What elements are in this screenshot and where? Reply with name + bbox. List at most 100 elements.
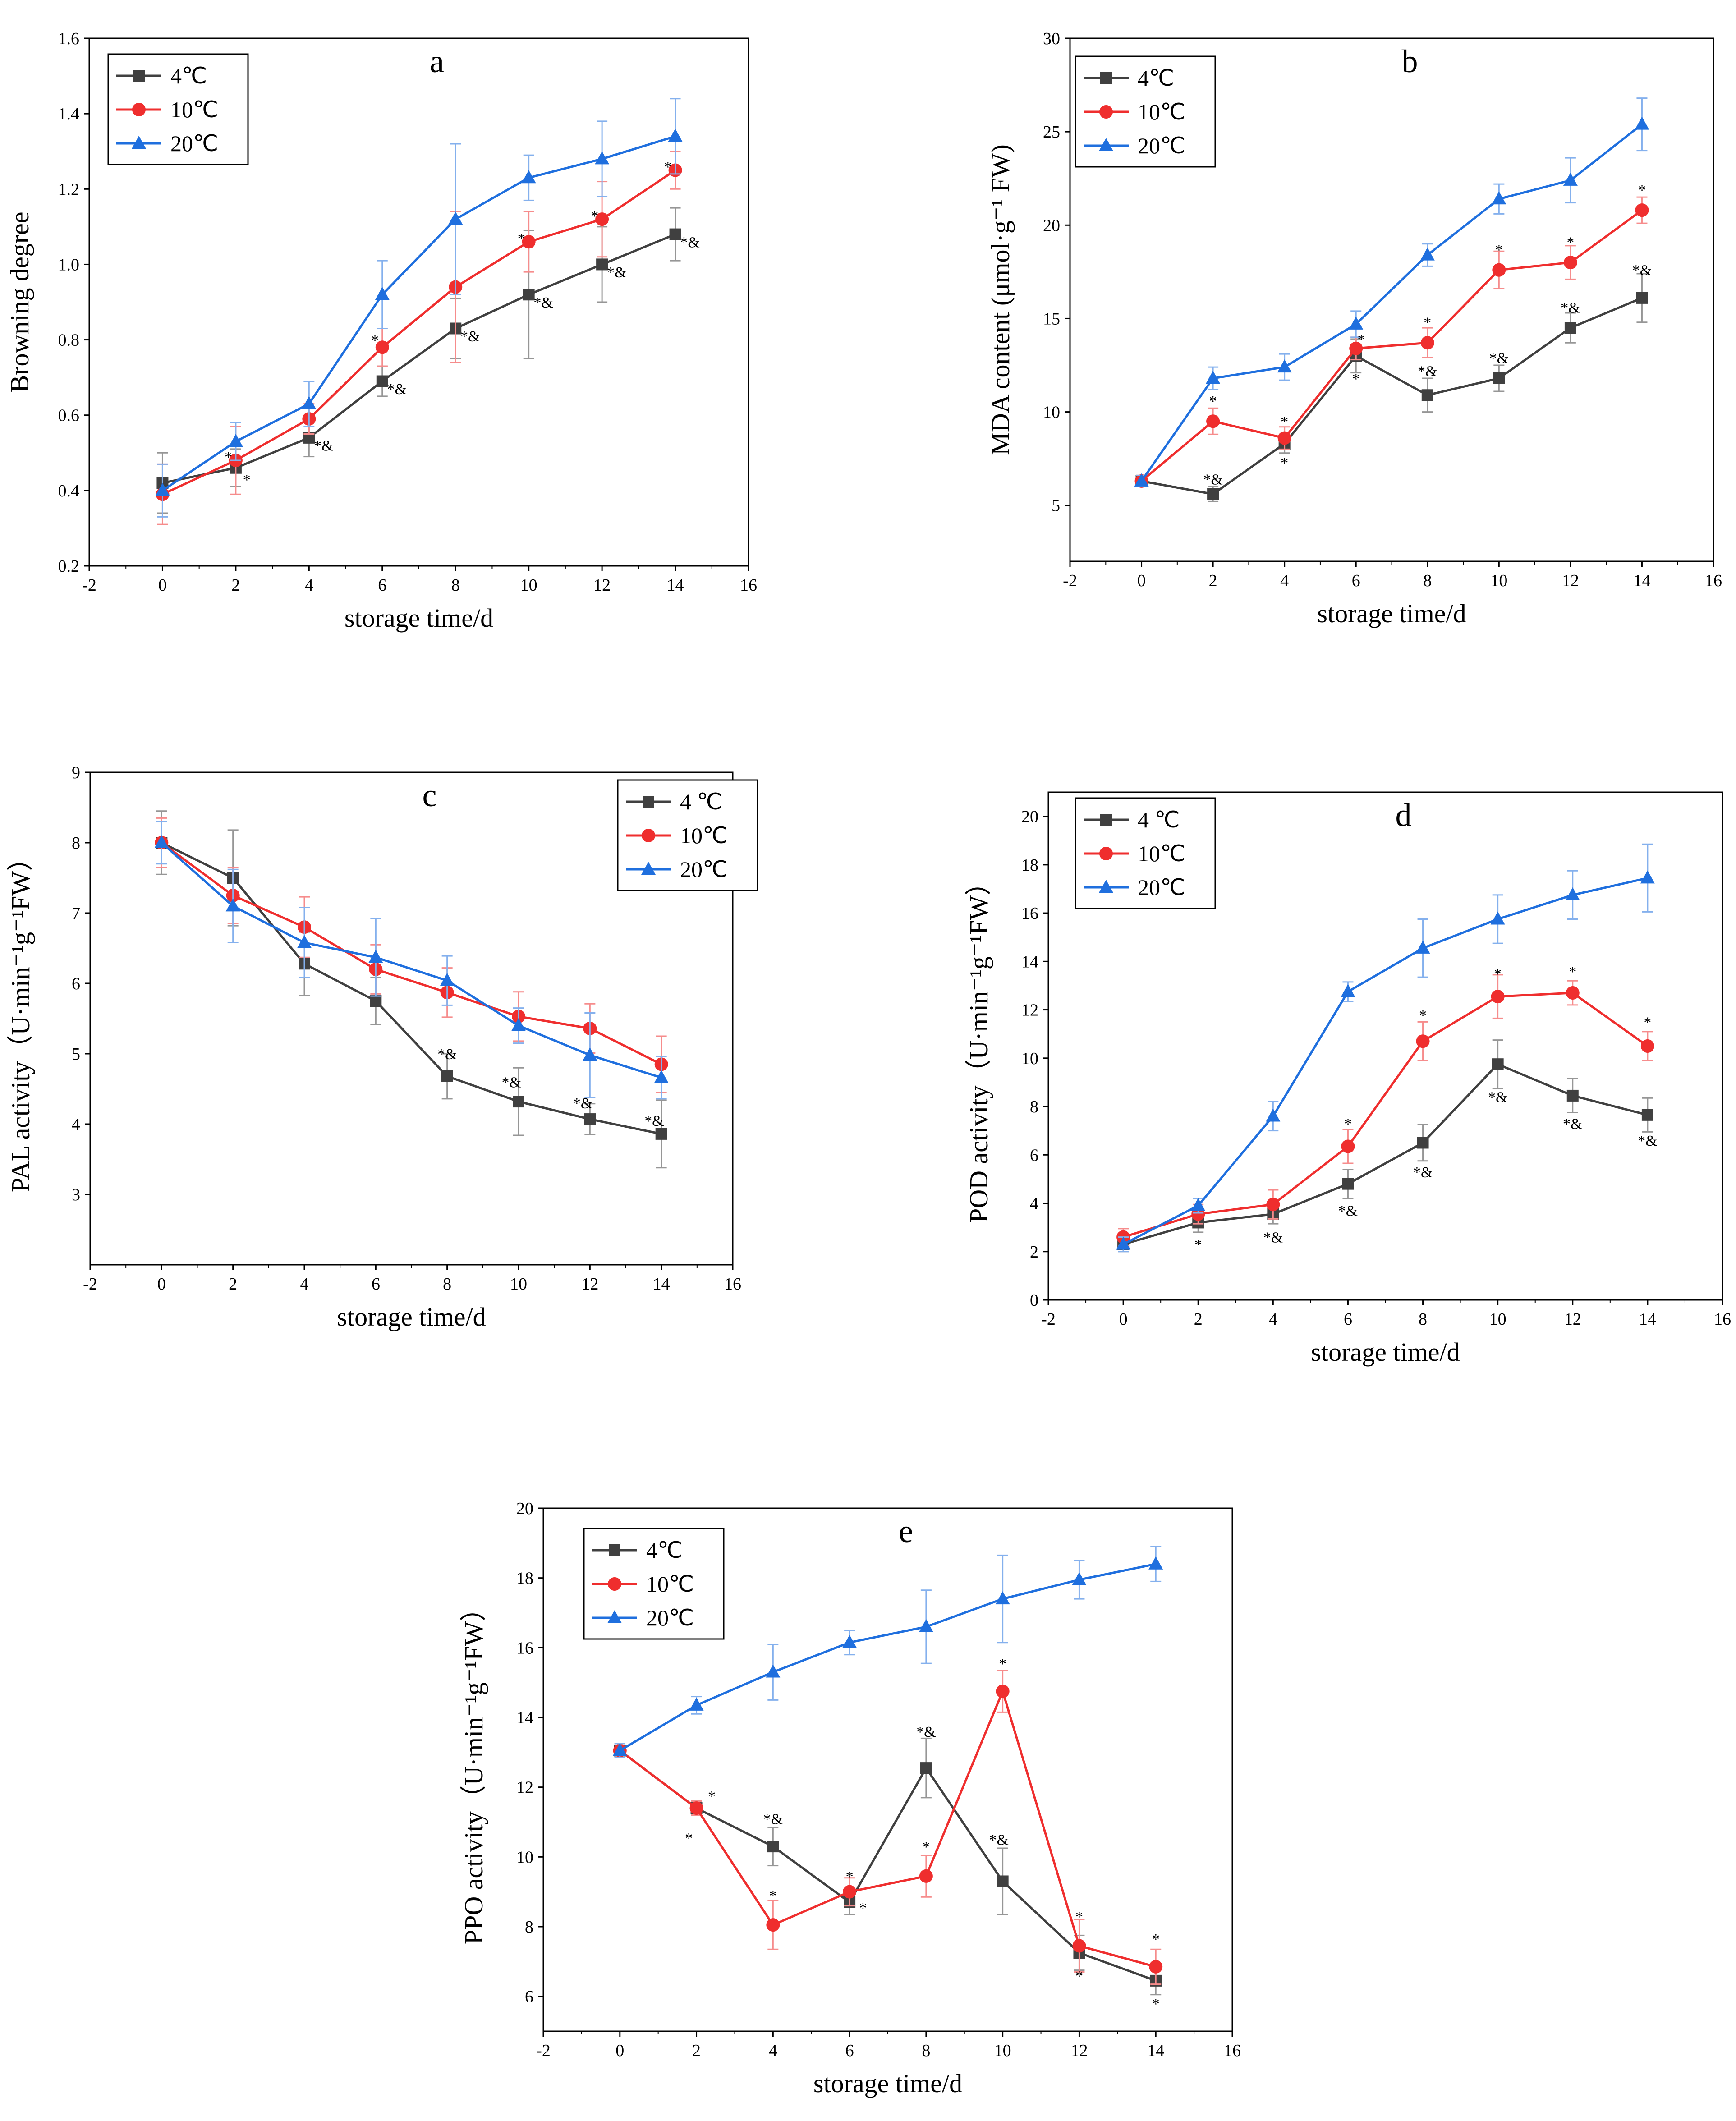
y-tick-label: 7 (72, 904, 80, 923)
data-point (376, 375, 388, 387)
significance-mark: * (591, 208, 598, 225)
x-tick-label: 12 (581, 1275, 598, 1294)
significance-mark: * (1209, 393, 1217, 410)
significance-mark: * (769, 1887, 777, 1904)
significance-mark: * (1494, 966, 1502, 982)
y-tick-label: 8 (1030, 1097, 1038, 1116)
significance-mark: * (225, 449, 232, 466)
data-point (1116, 1236, 1131, 1250)
series-2 (612, 1546, 1163, 1758)
series-line (1122, 877, 1648, 1245)
y-tick-label: 12 (1021, 1001, 1038, 1020)
data-point (668, 129, 683, 142)
y-tick-label: 0.4 (58, 482, 80, 500)
significance-mark: * (1419, 1007, 1427, 1024)
data-point (1277, 431, 1291, 445)
data-point (1640, 870, 1655, 884)
significance-mark: * (685, 1830, 693, 1847)
y-axis-title: PAL activity（U·min⁻¹g⁻¹FW） (6, 845, 35, 1192)
x-tick-label: 10 (994, 2041, 1011, 2060)
x-tick-label: 14 (1147, 2041, 1164, 2060)
data-point (843, 1885, 857, 1899)
significance-mark: * (999, 1656, 1006, 1672)
x-tick-label: 10 (510, 1275, 527, 1294)
significance-mark: * (1281, 413, 1288, 430)
data-point (689, 1697, 704, 1711)
y-tick-label: 2 (1030, 1243, 1038, 1262)
series-line (161, 841, 662, 1135)
x-tick-label: 2 (1194, 1310, 1203, 1329)
significance-mark: *& (1561, 300, 1580, 317)
data-point (1148, 1556, 1163, 1570)
data-point (1563, 256, 1577, 270)
data-point (595, 151, 610, 165)
data-point (583, 1047, 597, 1061)
series-line (161, 842, 662, 1079)
data-point (1640, 1039, 1654, 1053)
x-tick-label: 0 (615, 2041, 624, 2060)
panel-letter: b (1402, 43, 1418, 79)
data-point (370, 995, 382, 1007)
legend-label: 20℃ (680, 857, 728, 882)
data-point (1072, 1572, 1087, 1585)
data-point (511, 1018, 526, 1031)
significance-mark: * (243, 472, 251, 488)
data-point (612, 1743, 627, 1756)
data-point (995, 1591, 1010, 1605)
y-tick-label: 0.2 (58, 557, 80, 576)
x-tick-label: 4 (1280, 571, 1289, 590)
significance-mark: * (859, 1900, 867, 1916)
legend-marker (607, 1610, 622, 1623)
data-point (1566, 986, 1580, 1000)
x-tick-label: 4 (305, 576, 313, 595)
x-tick-label: 2 (231, 576, 240, 595)
significance-mark: * (1569, 964, 1576, 980)
data-point (842, 1634, 857, 1648)
y-tick-label: 16 (516, 1639, 533, 1657)
data-point (302, 396, 317, 409)
x-tick-label: -2 (1063, 571, 1077, 590)
significance-mark: *& (1638, 1133, 1657, 1149)
legend-label: 20℃ (646, 1605, 694, 1630)
x-tick-label: 0 (157, 1275, 166, 1294)
y-tick-label: 0.6 (58, 406, 80, 425)
legend-marker (1100, 814, 1112, 826)
data-point (1492, 191, 1506, 205)
significance-mark: *& (501, 1074, 521, 1091)
data-point (440, 973, 455, 986)
x-tick-label: 6 (1344, 1310, 1352, 1329)
series-line (162, 135, 676, 491)
significance-mark: * (1194, 1237, 1202, 1253)
x-tick-label: 12 (1070, 2041, 1088, 2060)
series-1 (1134, 196, 1649, 488)
data-point (1416, 1034, 1430, 1048)
series-line (1140, 209, 1643, 482)
x-axis-title: storage time/d (813, 2069, 962, 2098)
y-tick-label: 1.2 (58, 180, 80, 199)
x-tick-label: 16 (724, 1275, 741, 1294)
x-tick-label: 10 (1489, 1310, 1506, 1329)
data-point (996, 1685, 1010, 1698)
series-0 (1135, 273, 1648, 502)
data-point (1134, 473, 1149, 487)
data-point (228, 434, 243, 447)
legend-label: 20℃ (1138, 875, 1185, 900)
data-point (297, 935, 312, 948)
data-point (997, 1875, 1009, 1887)
x-tick-label: 14 (1633, 571, 1650, 590)
significance-mark: * (1152, 1996, 1160, 2012)
legend-label: 4℃ (170, 63, 207, 88)
y-axis-title: MDA content (μmol·g⁻¹ FW) (986, 144, 1015, 455)
y-tick-label: 5 (72, 1045, 80, 1064)
data-point (689, 1801, 703, 1815)
series-line (1141, 297, 1643, 496)
legend-marker (1099, 105, 1113, 119)
significance-mark: * (708, 1788, 716, 1805)
x-tick-label: 16 (740, 576, 757, 595)
y-tick-label: 12 (516, 1778, 533, 1797)
data-point (1207, 488, 1219, 500)
y-tick-label: 0.8 (58, 331, 80, 350)
x-tick-label: 14 (653, 1275, 670, 1294)
data-point (1206, 371, 1221, 384)
y-tick-label: 20 (1043, 216, 1060, 235)
